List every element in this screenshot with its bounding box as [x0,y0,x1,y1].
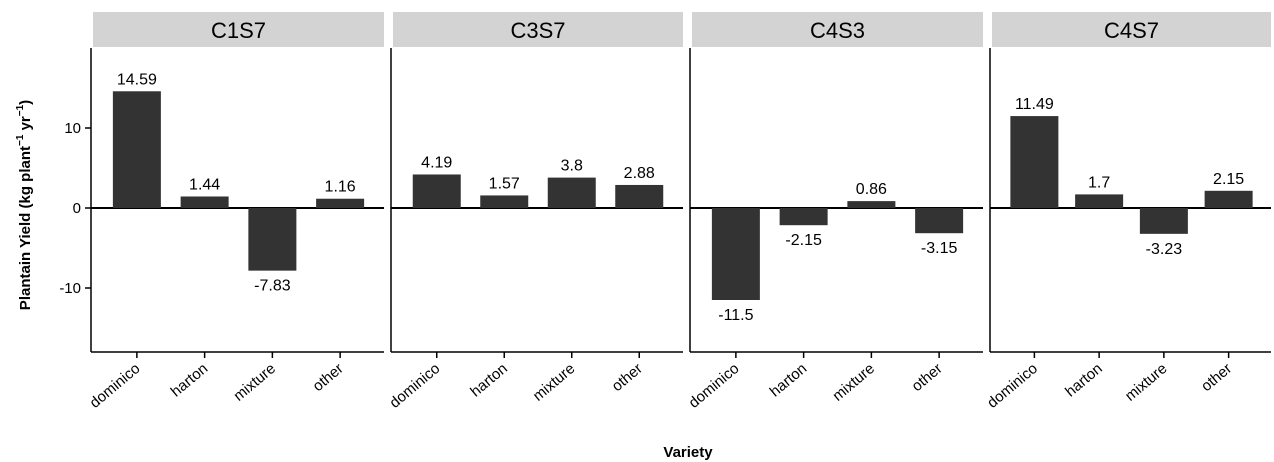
data-label-C4S7-harton: 1.7 [1088,174,1110,191]
data-label-C4S3-harton: -2.15 [785,232,822,249]
x-axis-title: Variety [663,444,713,461]
strip-3 [992,12,1271,47]
x-tick-label-C4S3-mixture: mixture [829,360,878,405]
data-label-C4S3-mixture: 0.86 [856,181,887,198]
x-tick-label-C4S7-harton: harton [1062,360,1106,400]
x-tick-label-C3S7-mixture: mixture [530,360,579,405]
x-tick-label-C4S7-other: other [1198,360,1235,395]
strip-label-2: C4S3 [810,18,865,43]
x-tick-label-C4S3-dominico: dominico [686,360,743,412]
bar-C3S7-other [615,184,664,208]
bar-C4S7-harton [1075,194,1124,208]
bar-C3S7-harton [480,195,529,208]
x-tick-label-C3S7-other: other [609,360,646,395]
strip-label-3: C4S7 [1104,18,1159,43]
bar-C4S7-dominico [1010,116,1059,208]
x-tick-label-C1S7-dominico: dominico [87,360,144,412]
x-tick-label-C4S3-other: other [909,360,946,395]
data-label-C1S7-harton: 1.44 [189,176,220,193]
data-label-C1S7-mixture: -7.83 [254,278,291,295]
bar-C1S7-mixture [248,208,297,271]
data-label-C3S7-dominico: 4.19 [421,154,452,171]
data-label-C4S7-mixture: -3.23 [1146,241,1183,258]
y-axis-title: Plantain Yield (kg plant−1 yr−1) [15,100,34,310]
x-tick-label-C1S7-other: other [310,360,347,395]
bar-C4S7-other [1204,190,1253,208]
y-axis-title-mid: yr [17,116,34,135]
x-tick-label-C3S7-dominico: dominico [386,360,443,412]
y-axis-title-main: Plantain Yield (kg plant [17,146,34,310]
strip-2 [692,12,983,47]
bar-C4S3-dominico [711,208,760,300]
x-tick-label-C3S7-harton: harton [467,360,511,400]
x-tick-label-C4S3-harton: harton [767,360,811,400]
y-axis-title-sup2: −1 [15,104,26,116]
data-label-C3S7-other: 2.88 [624,165,655,182]
strip-0 [93,12,384,47]
bar-C4S3-other [915,208,964,234]
data-label-C4S3-dominico: -11.5 [718,307,753,324]
y-tick-label-0: -10 [59,280,81,297]
y-tick-label-2: 10 [64,120,81,137]
bar-C1S7-other [316,198,365,208]
x-tick-label-C1S7-harton: harton [168,360,212,400]
bar-C4S7-mixture [1139,208,1188,234]
bar-C1S7-harton [180,196,229,208]
bar-C3S7-dominico [412,174,461,208]
bar-C3S7-mixture [547,177,596,208]
strip-label-0: C1S7 [211,18,266,43]
x-tick-label-C4S7-mixture: mixture [1122,360,1171,405]
bar-C1S7-dominico [112,91,161,208]
bar-C4S3-mixture [847,201,896,208]
y-axis-title-end: ) [17,100,34,105]
strip-label-1: C3S7 [510,18,565,43]
data-label-C3S7-mixture: 3.8 [561,158,583,175]
bar-C4S3-harton [779,208,828,226]
y-tick-label-1: 0 [73,200,81,217]
data-label-C4S7-dominico: 11.49 [1015,96,1054,113]
strip-1 [393,12,683,47]
data-label-C1S7-dominico: 14.59 [117,71,157,88]
data-label-C3S7-harton: 1.57 [489,175,520,192]
y-axis-title-sup1: −1 [15,134,26,146]
x-tick-label-C4S7-dominico: dominico [984,360,1041,412]
data-label-C1S7-other: 1.16 [325,179,356,196]
data-label-C4S3-other: -3.15 [921,240,958,257]
x-tick-label-C1S7-mixture: mixture [230,360,279,405]
data-label-C4S7-other: 2.15 [1213,171,1244,188]
